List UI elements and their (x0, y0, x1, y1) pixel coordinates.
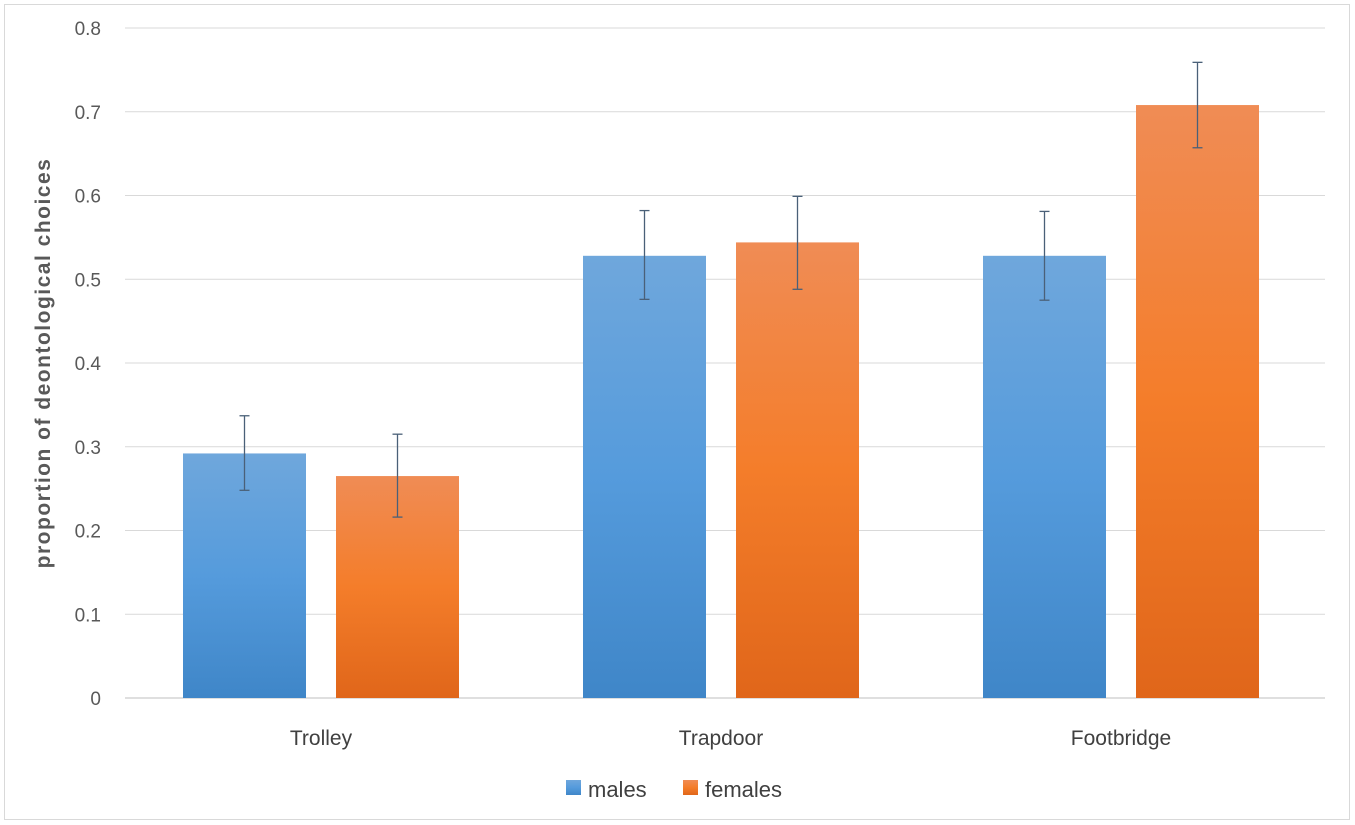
y-tick-label: 0.1 (75, 605, 101, 626)
y-tick-label: 0.4 (75, 354, 102, 375)
bar-males-trolley (183, 453, 306, 698)
y-tick-label: 0.3 (75, 438, 101, 459)
y-tick-label: 0.8 (75, 19, 101, 40)
bar-females-trapdoor (736, 242, 859, 698)
legend: males females (566, 777, 782, 802)
bar-males-footbridge (983, 255, 1106, 699)
legend-swatch-males (566, 780, 581, 795)
y-tick-label: 0.5 (75, 270, 101, 291)
y-tick-label: 0 (90, 689, 101, 710)
legend-label-females: females (705, 777, 782, 802)
error-bars (239, 61, 1203, 518)
bar-males-trapdoor (583, 255, 706, 699)
x-tick-label: Footbridge (1071, 727, 1171, 750)
y-axis-label: proportion of deontological choices (32, 158, 55, 569)
y-tick-label: 0.6 (75, 187, 101, 208)
x-tick-label: Trapdoor (679, 727, 763, 750)
legend-swatch-females (683, 780, 698, 795)
y-tick-label: 0.2 (75, 522, 101, 543)
x-tick-label: Trolley (290, 727, 353, 750)
bars (183, 105, 1259, 699)
bar-females-footbridge (1136, 105, 1259, 699)
y-tick-labels: 0 0.1 0.2 0.3 0.4 0.5 0.6 0.7 0.8 (75, 19, 102, 710)
x-tick-labels: Trolley Trapdoor Footbridge (290, 727, 1171, 750)
legend-label-males: males (588, 777, 647, 802)
gridlines (125, 27, 1325, 699)
y-tick-label: 0.7 (75, 103, 101, 124)
